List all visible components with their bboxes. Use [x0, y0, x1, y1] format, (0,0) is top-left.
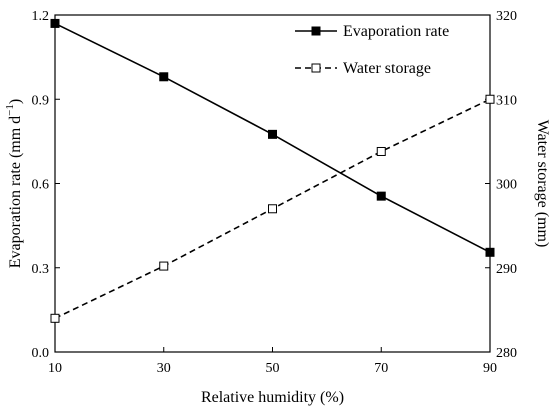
x-tick-label: 90	[483, 361, 497, 376]
left-y-tick-label: 0.3	[32, 262, 50, 277]
right-y-tick-label: 290	[496, 262, 517, 277]
right-y-tick-label: 280	[496, 346, 517, 361]
data-point-water-storage	[485, 94, 495, 104]
data-point-evaporation-rate	[485, 247, 495, 257]
data-point-evaporation-rate	[376, 191, 386, 201]
x-axis-ticks: 10 30 50 70 90	[48, 347, 497, 376]
left-y-axis-title: Evaporation rate (mm d−1)	[4, 99, 24, 268]
left-y-axis-title-end: )	[7, 99, 24, 104]
data-point-evaporation-rate	[268, 129, 277, 139]
legend-label-evaporation-rate: Evaporation rate	[343, 23, 449, 40]
data-point-evaporation-rate	[50, 18, 60, 28]
data-point-water-storage	[268, 204, 277, 214]
series-layer	[50, 18, 495, 323]
data-point-evaporation-rate	[159, 72, 169, 82]
left-y-tick-label: 0.6	[32, 178, 50, 193]
data-point-water-storage	[376, 146, 386, 156]
right-y-tick-label: 320	[496, 9, 517, 24]
left-y-axis-title-main: Evaporation rate (mm d	[7, 116, 24, 268]
left-y-axis-title-superscript: −1	[4, 104, 16, 116]
right-y-tick-label: 310	[496, 93, 517, 108]
left-y-tick-label: 1.2	[32, 9, 50, 24]
data-point-water-storage	[50, 313, 60, 323]
left-y-tick-label: 0.9	[32, 93, 50, 108]
data-point-water-storage	[159, 261, 169, 271]
right-y-tick-label: 300	[496, 178, 517, 193]
legend-label-water-storage: Water storage	[343, 60, 431, 77]
legend-marker-evaporation-rate	[311, 26, 321, 36]
x-tick-label: 70	[374, 361, 388, 376]
right-y-axis-ticks: 280 290 300 310 320	[485, 9, 517, 361]
legend-marker-water-storage	[311, 63, 321, 73]
left-y-tick-label: 0.0	[32, 346, 50, 361]
x-tick-label: 10	[48, 361, 62, 376]
right-y-axis-title: Water storage (mm)	[534, 120, 550, 248]
legend-item-evaporation-rate: Evaporation rate	[295, 23, 449, 40]
left-y-axis-ticks: 0.0 0.3 0.6 0.9 1.2	[32, 9, 60, 361]
x-axis-title: Relative humidity (%)	[201, 389, 344, 406]
legend-item-water-storage: Water storage	[295, 60, 431, 77]
x-tick-label: 50	[266, 361, 280, 376]
legend: Evaporation rate Water storage	[295, 23, 449, 77]
x-tick-label: 30	[157, 361, 171, 376]
